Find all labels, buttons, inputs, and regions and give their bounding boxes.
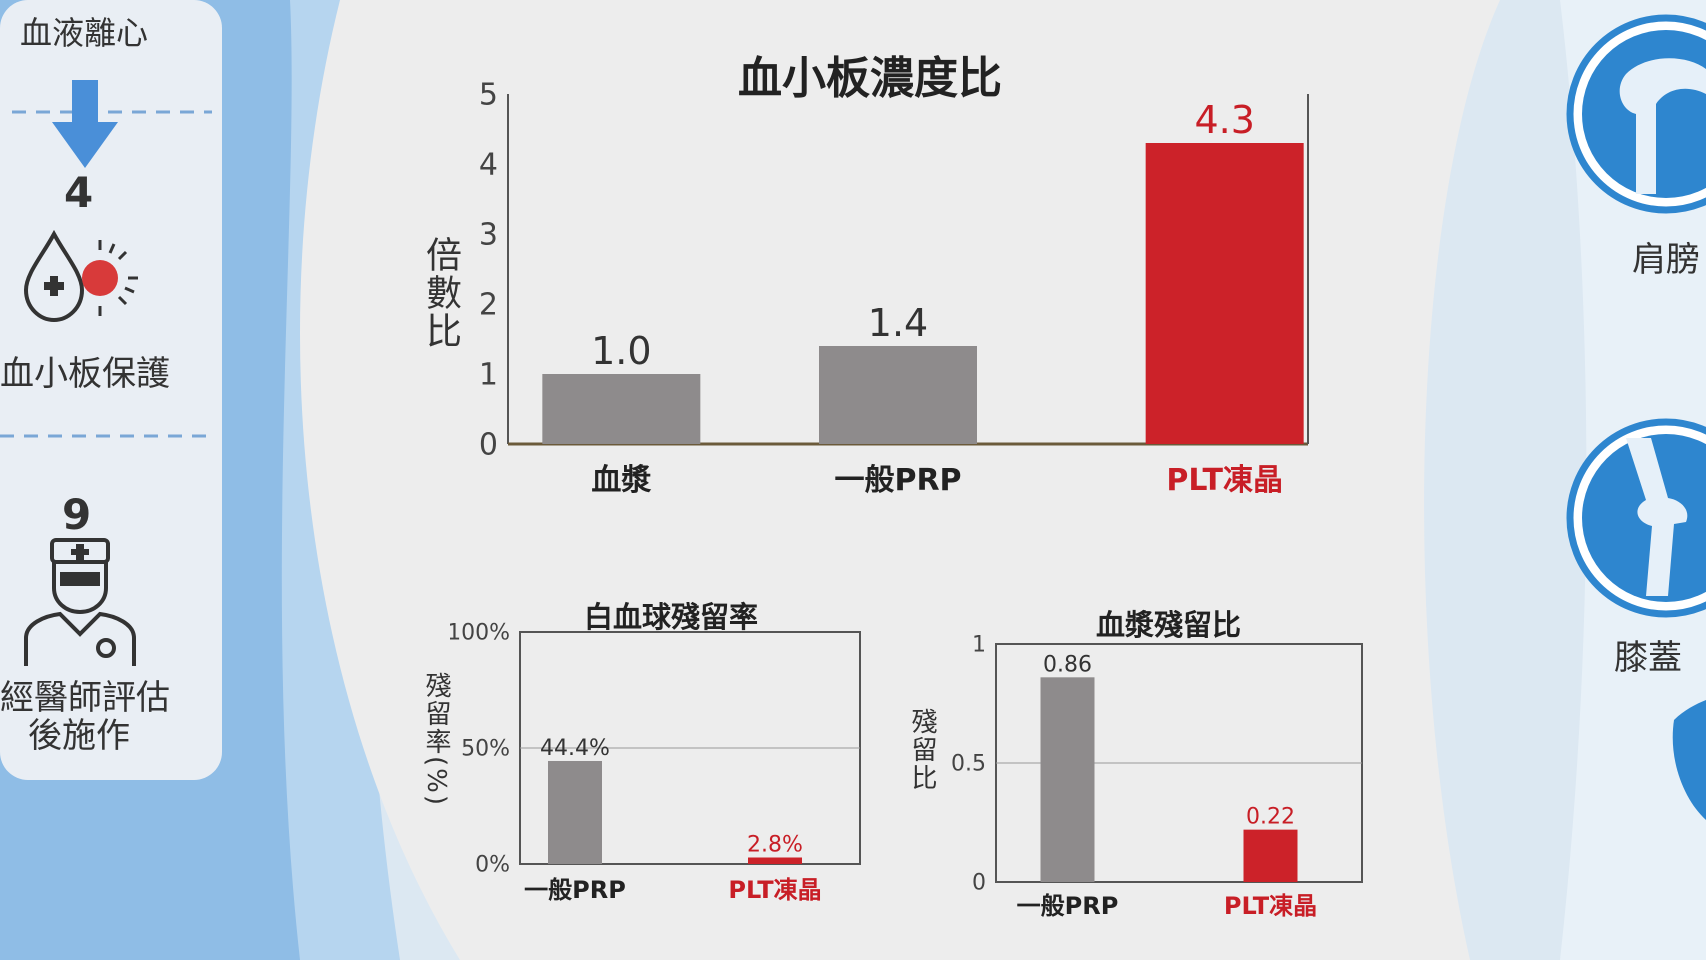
chart1-title: 血小板濃度比 (738, 53, 1002, 104)
chart3-plasma-residual-ratio: 0 0.5 1 0.86 一般PRP 0.22 PLT凍晶 (951, 633, 1363, 920)
chart2-bar (548, 760, 602, 864)
chart1-y-axis-label: 倍數比 (420, 236, 461, 350)
platelet-protection-icon (23, 229, 138, 323)
chart1-y-tick-label: 3 (479, 218, 498, 253)
chart1-y-tick-label: 4 (479, 148, 498, 183)
chart1-y-tick-label: 2 (479, 288, 498, 323)
shoulder-icon (1566, 14, 1706, 214)
chart1-y-tick-label: 1 (479, 358, 498, 393)
chart3-title: 血漿殘留比 (1096, 608, 1242, 642)
chart1-value-label: 1.0 (591, 329, 651, 373)
step-label-doctor-line1: 經醫師評估 (0, 678, 170, 718)
chart1-value-label: 4.3 (1194, 98, 1254, 142)
chart2-y-tick-label: 50% (461, 737, 510, 762)
partial-icon (1672, 700, 1706, 820)
chart3-value-label: 0.22 (1246, 805, 1295, 830)
step-label-centrifuge: 血液離心 (20, 14, 149, 52)
doctor-icon (24, 538, 136, 666)
chart3-y-axis-label: 殘留比 (907, 708, 937, 792)
chart3-category-label: PLT凍晶 (1224, 892, 1317, 920)
chart1-value-label: 1.4 (868, 301, 928, 345)
chart2-y-tick-label: 0% (475, 853, 510, 878)
chart2-y-axis-label: 殘留率(%) (421, 672, 451, 807)
chart1-platelet-concentration: 0 1 2 3 4 5 1.0 血漿 1.4 一般PRP 4.3 PLT凍晶 (479, 80, 1309, 498)
chart1-category-label: 一般PRP (834, 463, 961, 498)
down-arrow-icon (52, 80, 118, 168)
chart2-category-label: 一般PRP (524, 876, 626, 904)
chart2-value-label: 44.4% (540, 736, 610, 761)
step-label-doctor-line2: 後施作 (28, 716, 130, 756)
knee-icon (1566, 418, 1706, 618)
chart1-bar (819, 346, 977, 444)
step-label-platelet-protection: 血小板保護 (0, 354, 170, 394)
step-number-9: 9 (62, 490, 92, 539)
step-number-4: 4 (64, 168, 94, 217)
chart2-category-label: PLT凍晶 (728, 876, 821, 904)
chart2-wbc-residual-rate: 0% 50% 100% 44.4% 一般PRP 2.8% PLT凍晶 (450, 621, 861, 904)
chart3-y-tick-label: 1 (972, 633, 986, 658)
chart1-category-label: 血漿 (591, 463, 651, 498)
chart3-value-label: 0.86 (1043, 652, 1092, 677)
chart3-category-label: 一般PRP (1017, 892, 1119, 920)
chart1-category-label: PLT凍晶 (1166, 463, 1283, 498)
chart2-title: 白血球殘留率 (584, 600, 759, 634)
chart2-value-label: 2.8% (747, 833, 803, 858)
chart3-bar (1243, 829, 1298, 882)
chart2-bar (748, 857, 802, 864)
chart1-y-tick-label: 5 (479, 80, 498, 113)
chart1-y-tick-label: 0 (479, 428, 498, 463)
knee-label: 膝蓋 (1614, 638, 1682, 678)
chart2-y-tick-label: 100% (450, 621, 510, 646)
chart1-bar (542, 374, 701, 444)
chart3-y-tick-label: 0.5 (951, 752, 986, 777)
shoulder-label: 肩膀 (1632, 240, 1700, 280)
chart3-y-tick-label: 0 (972, 871, 986, 896)
chart3-bar (1040, 677, 1095, 882)
chart1-bar (1145, 143, 1304, 444)
